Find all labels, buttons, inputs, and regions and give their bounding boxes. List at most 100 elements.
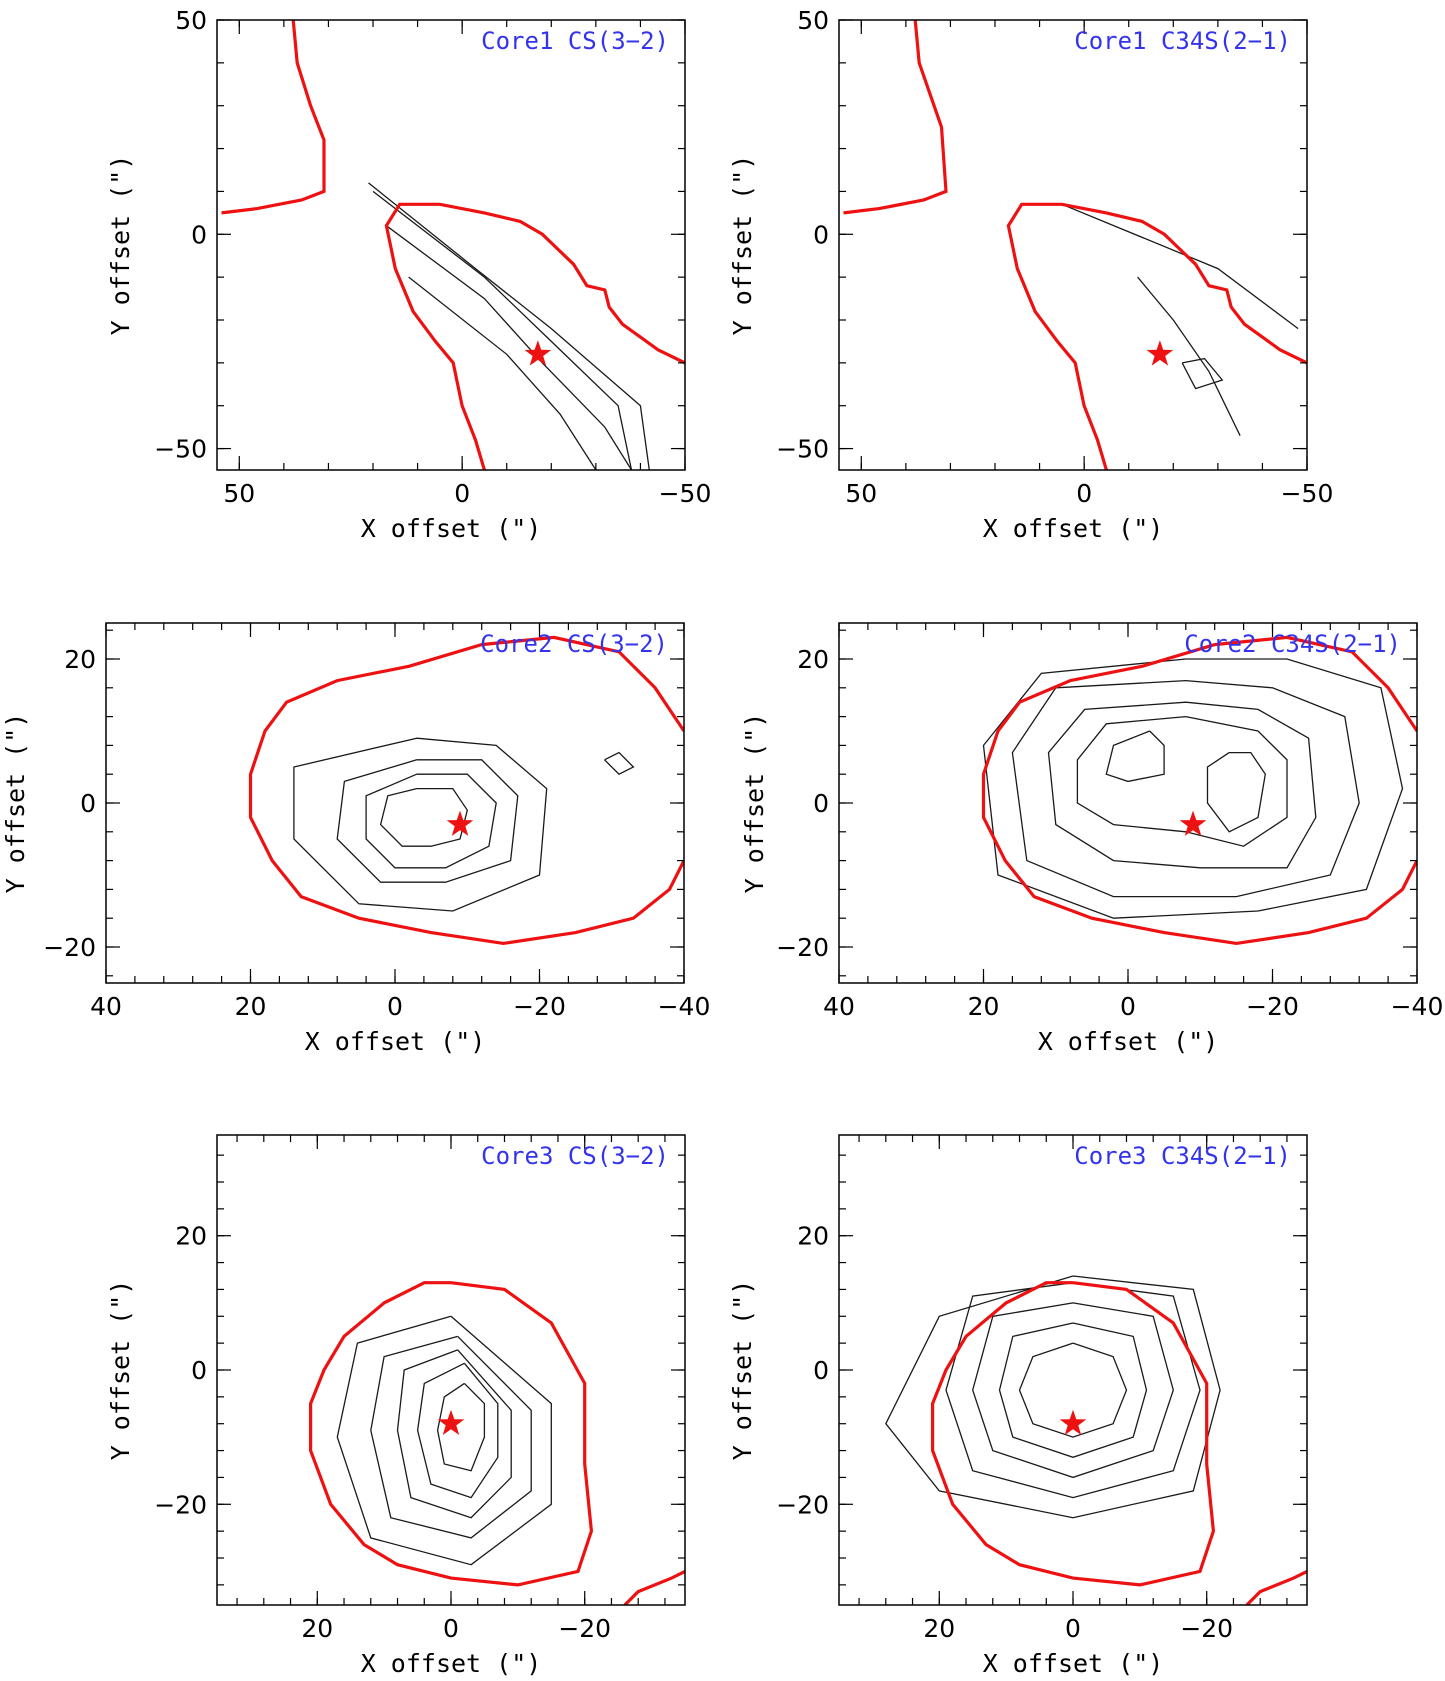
contour-line-1 — [1018, 1342, 1128, 1438]
y-tick-label: 20 — [797, 1222, 829, 1251]
y-axis-label: Y offset (") — [1, 713, 30, 894]
y-tick-label: −20 — [776, 933, 829, 962]
contour-line-2 — [1206, 751, 1266, 833]
contour-line-2 — [368, 182, 650, 470]
x-axis-label: X offset (") — [361, 514, 542, 543]
x-tick-label: 0 — [1076, 479, 1092, 508]
red-contour-2 — [623, 1569, 685, 1605]
x-tick-label: −20 — [1246, 992, 1299, 1021]
x-tick-label: 40 — [90, 992, 122, 1021]
contour-line-1 — [372, 190, 633, 470]
x-tick-label: −50 — [659, 479, 712, 508]
panel-title: Core3 CS(3−2) — [481, 1142, 669, 1170]
x-tick-label: −20 — [558, 1614, 611, 1643]
y-tick-label: −50 — [154, 435, 207, 464]
contour-line-3 — [1181, 357, 1224, 390]
y-tick-label: 50 — [175, 6, 207, 35]
contour-line-4 — [293, 737, 548, 912]
y-axis-label: Y offset (") — [106, 1280, 135, 1461]
x-tick-label: 0 — [454, 479, 470, 508]
x-axis-label: X offset (") — [983, 514, 1164, 543]
star-marker — [437, 1409, 465, 1435]
contour-line-5 — [885, 1275, 1221, 1519]
x-tick-label: 20 — [301, 1614, 333, 1643]
contour-line-1 — [1105, 730, 1165, 783]
contour-line-4 — [408, 276, 597, 470]
x-tick-label: −40 — [1391, 992, 1444, 1021]
star-marker — [1059, 1409, 1087, 1435]
contour-line-2 — [416, 1362, 499, 1499]
contour-line-1 — [379, 787, 469, 847]
contour-line-5 — [1011, 679, 1360, 898]
panel-5: 20 0 −20 20 0 −20 X offset (") Y offset (") Core… — [106, 1134, 686, 1678]
x-tick-label: −20 — [513, 992, 566, 1021]
y-tick-label: 20 — [175, 1222, 207, 1251]
x-tick-label: 40 — [823, 992, 855, 1021]
x-tick-label: 20 — [235, 992, 267, 1021]
x-tick-label: −50 — [1281, 479, 1334, 508]
axes-frame — [838, 622, 1418, 984]
contour-line-4 — [1047, 701, 1317, 869]
star-marker — [524, 340, 552, 366]
y-axis-label: Y offset (") — [728, 155, 757, 336]
y-tick-label: −20 — [154, 1490, 207, 1519]
y-tick-label: −20 — [43, 933, 96, 962]
contour-line-4 — [945, 1282, 1201, 1499]
contour-line-3 — [1076, 715, 1288, 847]
plot-area — [248, 635, 684, 946]
panel-3: 40 20 0 −20 −40 20 0 −20 X offset (") Y offset ("… — [1, 622, 711, 1056]
x-axis-label: X offset (") — [1038, 1027, 1219, 1056]
contour-line-3 — [972, 1302, 1174, 1479]
panel-4: 40 20 0 −20 −40 20 0 −20 X offset (") Y offset ("… — [740, 622, 1444, 1056]
panel-2: 50 0 −50 50 0 −50 X offset (") Y offset (") Core… — [728, 6, 1333, 543]
panel-title: Core2 C34S(2−1) — [1184, 630, 1401, 658]
x-tick-label: −40 — [658, 992, 711, 1021]
x-tick-label: 0 — [387, 992, 403, 1021]
x-tick-label: 0 — [1065, 1614, 1081, 1643]
red-contour-2 — [1245, 1569, 1307, 1605]
y-tick-label: 0 — [191, 1356, 207, 1385]
contour-line-6 — [982, 658, 1404, 919]
red-contour-1 — [248, 635, 684, 946]
y-axis-label: Y offset (") — [106, 155, 135, 336]
panel-6: 20 0 −20 20 0 −20 X offset (") Y offset (") Core… — [728, 1134, 1308, 1678]
y-tick-label: 20 — [797, 645, 829, 674]
y-tick-label: −20 — [776, 1490, 829, 1519]
y-tick-label: −50 — [776, 435, 829, 464]
red-contour-1 — [309, 1281, 594, 1587]
axes-frame — [838, 19, 1308, 471]
red-contour-1 — [981, 635, 1417, 946]
panel-1: 50 0 −50 50 0 −50 X offset (") Y offset (") Core… — [106, 6, 711, 543]
panel-title: Core1 C34S(2−1) — [1074, 27, 1291, 55]
x-tick-label: 20 — [968, 992, 1000, 1021]
panel-title: Core2 CS(3−2) — [480, 630, 668, 658]
red-contour-1 — [843, 20, 948, 215]
axes-frame — [216, 19, 686, 471]
red-contour-2 — [1006, 202, 1307, 470]
star-marker — [446, 810, 474, 836]
x-tick-label: 0 — [1120, 992, 1136, 1021]
red-contour-1 — [931, 1281, 1216, 1587]
contour-line-2 — [1061, 203, 1299, 330]
plot-area — [309, 1281, 685, 1605]
contour-line-3 — [336, 759, 519, 883]
red-contour-2 — [384, 202, 685, 470]
plot-area — [981, 635, 1417, 946]
star-marker — [1146, 340, 1174, 366]
contour-line-3 — [386, 225, 633, 470]
star-marker — [1179, 810, 1207, 836]
y-tick-label: 0 — [191, 220, 207, 249]
y-tick-label: 20 — [64, 645, 96, 674]
axes-frame — [838, 1134, 1308, 1606]
contour-line-3 — [396, 1349, 512, 1519]
axes-frame — [105, 622, 685, 984]
y-axis-label: Y offset (") — [740, 713, 769, 894]
contour-line-1 — [436, 1382, 486, 1472]
contour-line-2 — [365, 773, 497, 869]
panel-title: Core3 C34S(2−1) — [1074, 1142, 1291, 1170]
y-tick-label: 50 — [797, 6, 829, 35]
x-tick-label: 50 — [223, 479, 255, 508]
contour-line-5 — [604, 751, 635, 775]
x-tick-label: 20 — [923, 1614, 955, 1643]
